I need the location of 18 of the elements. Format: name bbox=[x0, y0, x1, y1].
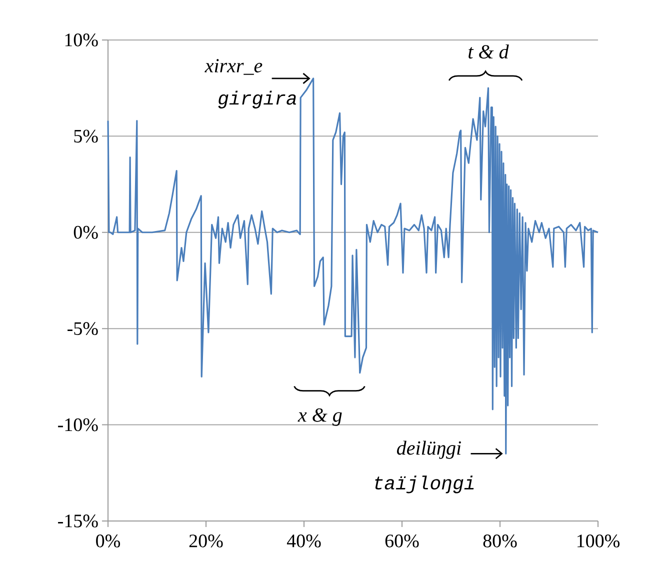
annotation: t & d bbox=[468, 44, 509, 59]
y-tick-label: 10% bbox=[65, 34, 98, 46]
y-tick-label: 0% bbox=[74, 226, 98, 239]
y-tick-label: 5% bbox=[74, 130, 98, 143]
x-tick-label: 80% bbox=[483, 534, 517, 548]
annotation: girgira bbox=[218, 90, 296, 108]
annotation: deilüŋgi bbox=[396, 440, 461, 459]
x-tick-label: 100% bbox=[578, 534, 620, 548]
x-tick-label: 60% bbox=[385, 534, 419, 548]
annotation: x & g bbox=[298, 408, 342, 426]
annotation: taïjloŋgi bbox=[375, 476, 474, 494]
y-tick-label: -10% bbox=[58, 418, 98, 432]
x-tick-label: 40% bbox=[286, 534, 321, 548]
annotation: xirxr_e bbox=[204, 59, 262, 75]
y-tick-label: -15% bbox=[58, 514, 98, 528]
x-tick-label: 20% bbox=[189, 534, 223, 548]
y-tick-label: -5% bbox=[68, 322, 98, 336]
x-tick-label: 0% bbox=[96, 534, 120, 548]
